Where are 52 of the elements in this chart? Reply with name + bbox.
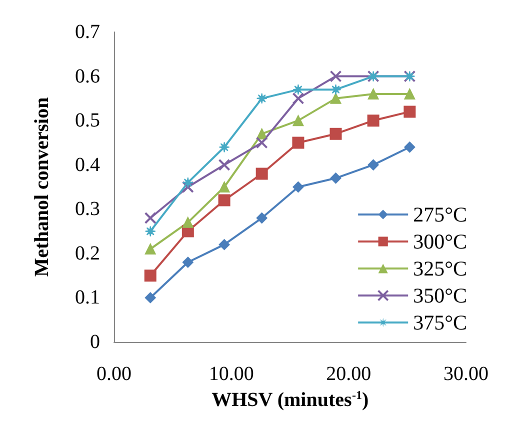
x-tick-label: 10.00 [208, 363, 254, 385]
legend-label: 300°C [413, 230, 467, 254]
y-tick-label: 0.1 [75, 286, 100, 309]
point [144, 270, 156, 282]
point [330, 128, 342, 140]
point [182, 177, 194, 188]
point [330, 84, 342, 96]
point [218, 194, 230, 206]
point [330, 92, 342, 104]
y-axis-title: Methanol conversion [31, 97, 53, 277]
point [404, 88, 416, 100]
legend-label: 375°C [413, 310, 467, 334]
y-tick-label: 0 [90, 331, 100, 353]
point [218, 158, 230, 171]
y-tick-label: 0.3 [75, 198, 100, 220]
point [256, 136, 268, 149]
y-tick-label: 0.5 [75, 110, 100, 132]
legend-label: 350°C [413, 284, 467, 308]
point [144, 226, 156, 237]
x-tick-label: 30.00 [444, 363, 488, 385]
point [367, 114, 380, 127]
point [182, 181, 194, 193]
x-tick-label: 0.00 [96, 363, 132, 385]
point [368, 159, 379, 170]
point [182, 216, 194, 228]
x-tick-label: 20.00 [326, 363, 372, 385]
point [404, 106, 416, 118]
point [292, 136, 304, 149]
legend-label: 325°C [413, 256, 467, 280]
point [404, 142, 416, 153]
point [218, 142, 230, 153]
point [218, 239, 230, 250]
point [182, 256, 194, 268]
point [256, 92, 268, 104]
y-tick-label: 0.6 [75, 65, 100, 88]
point [256, 168, 268, 180]
y-tick-label: 0.4 [75, 154, 100, 176]
y-tick-label: 0.2 [75, 242, 100, 264]
point [144, 212, 156, 224]
point [218, 182, 230, 192]
point [256, 212, 268, 224]
point [330, 172, 342, 184]
point [292, 182, 304, 192]
point [144, 292, 156, 304]
point [292, 84, 304, 96]
point [144, 244, 156, 254]
point [368, 88, 379, 100]
point [330, 70, 342, 82]
y-tick-label: 0.7 [75, 21, 100, 43]
legend-label: 275°C [413, 202, 467, 226]
point [292, 92, 304, 104]
point [292, 115, 304, 126]
